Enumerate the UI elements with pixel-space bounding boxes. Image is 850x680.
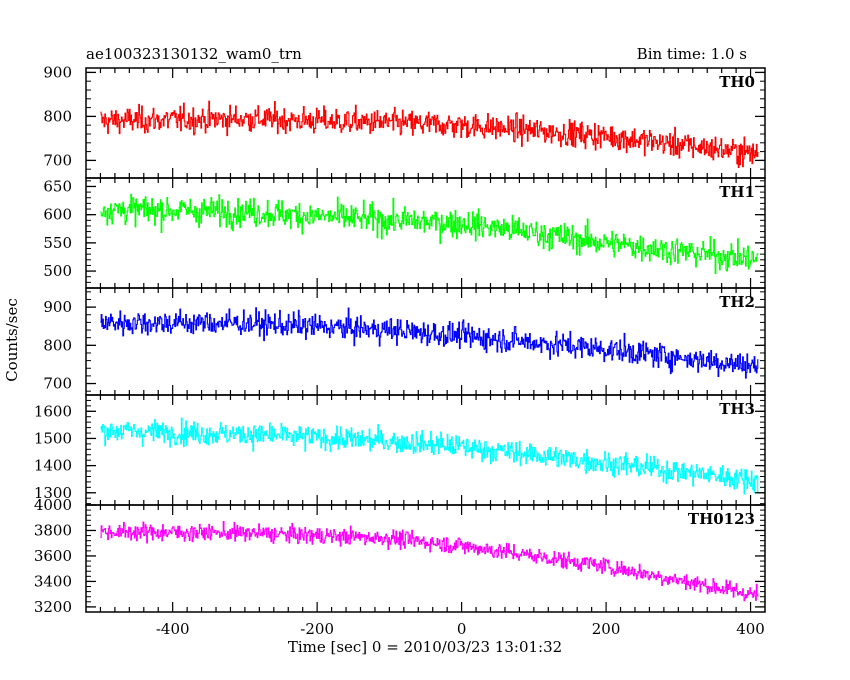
- y-tick-label: 900: [43, 63, 72, 81]
- y-tick-label: 4000: [34, 496, 72, 514]
- y-axis-label: Counts/sec: [3, 298, 21, 382]
- y-tick-label: 800: [43, 336, 72, 354]
- x-tick-label: -200: [300, 620, 334, 638]
- panel-frame-th2: [85, 287, 766, 396]
- panel-frame-th0123: [85, 504, 766, 613]
- y-tick-label: 550: [43, 234, 72, 252]
- series-line-th1: [100, 193, 759, 274]
- x-axis-label: Time [sec] 0 = 2010/03/23 13:01:32: [287, 638, 563, 656]
- x-tick-label: 0: [457, 620, 467, 638]
- series-line-th0: [100, 100, 759, 169]
- y-tick-label: 650: [43, 177, 72, 195]
- y-tick-label: 500: [43, 262, 72, 280]
- y-tick-label: 3400: [34, 572, 72, 590]
- y-tick-label: 1600: [34, 402, 72, 420]
- y-tick-label: 600: [43, 206, 72, 224]
- bin-time-label: Bin time: 1.0 s: [636, 45, 747, 63]
- y-tick-label: 3200: [34, 598, 72, 616]
- y-tick-label: 700: [43, 375, 72, 393]
- panel-frame-th3: [85, 394, 766, 506]
- y-tick-label: 3800: [34, 521, 72, 539]
- series-line-th0123: [100, 521, 759, 602]
- y-tick-label: 900: [43, 298, 72, 316]
- y-tick-label: 1300: [34, 484, 72, 502]
- panel-frame-th1: [85, 177, 766, 289]
- panel-label-th0: TH0: [719, 73, 755, 91]
- y-tick-label: 1500: [34, 429, 72, 447]
- series-line-th3: [100, 417, 759, 495]
- x-tick-label: 200: [592, 620, 621, 638]
- y-tick-label: 700: [43, 151, 72, 169]
- x-tick-label: 400: [736, 620, 765, 638]
- panel-label-th3: TH3: [719, 400, 755, 418]
- y-tick-label: 3600: [34, 547, 72, 565]
- y-tick-label: 1400: [34, 457, 72, 475]
- panel-label-th1: TH1: [719, 183, 755, 201]
- panel-label-th2: TH2: [719, 293, 755, 311]
- y-tick-label: 800: [43, 107, 72, 125]
- panel-label-th0123: TH0123: [688, 510, 755, 528]
- chart-title: ae100323130132_wam0_trn: [86, 45, 302, 63]
- series-line-th2: [100, 307, 759, 379]
- x-tick-label: -400: [156, 620, 190, 638]
